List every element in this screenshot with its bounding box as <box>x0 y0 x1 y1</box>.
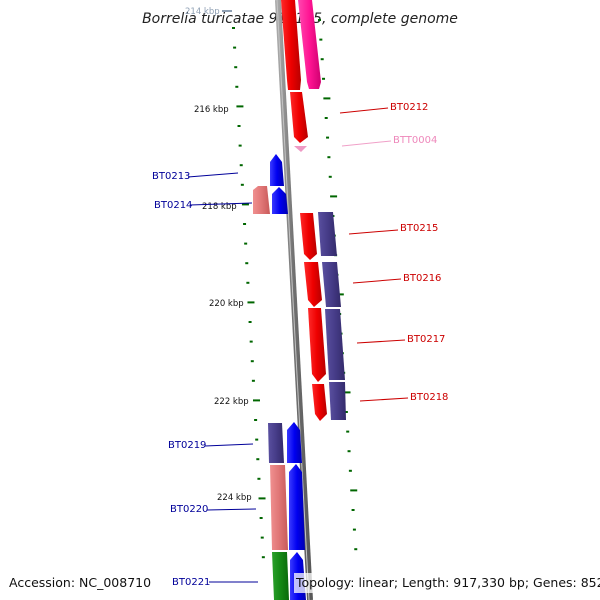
gene-label-bt0220[interactable]: BT0220 <box>170 504 208 515</box>
gene-labels: BT0212 BTT0004 BT0213 BT0214 BT0215 BT02… <box>152 102 448 588</box>
ruler-label-faded: 214 kbp <box>185 7 220 17</box>
gene-label-bt0213[interactable]: BT0213 <box>152 171 190 182</box>
cds-block[interactable] <box>281 0 301 90</box>
footer-backdrop <box>294 573 592 593</box>
ruler-label: 218 kbp <box>202 202 237 212</box>
gene-bt0218-block[interactable] <box>312 384 327 421</box>
gene-bt0213-block[interactable] <box>270 154 284 186</box>
gene-bt0215-cog-block[interactable] <box>318 212 337 256</box>
gene-bt0217-cog-block[interactable] <box>325 309 345 380</box>
gene-bt0220-block[interactable] <box>289 464 305 550</box>
gene-bt0220-cog-block[interactable] <box>270 465 288 550</box>
gene-label-bt0215[interactable]: BT0215 <box>400 223 438 234</box>
ruler-label: 224 kbp <box>217 493 252 503</box>
gene-bt0214-cog-block[interactable] <box>253 186 270 214</box>
gene-bt0221-cog-block[interactable] <box>272 552 289 600</box>
ruler-labels: 214 kbp 216 kbp 218 kbp 220 kbp 222 kbp … <box>185 7 252 503</box>
genome-backbone <box>275 0 313 600</box>
gene-bt0215-block[interactable] <box>300 213 317 260</box>
gene-label-bt0212[interactable]: BT0212 <box>390 102 428 113</box>
ruler-label: 216 kbp <box>194 105 229 115</box>
gene-bt0214-block[interactable] <box>272 187 288 214</box>
gene-label-bt0217[interactable]: BT0217 <box>407 334 445 345</box>
gene-label-bt0218[interactable]: BT0218 <box>410 392 448 403</box>
ruler-label: 220 kbp <box>209 299 244 309</box>
gene-label-bt0216[interactable]: BT0216 <box>403 273 441 284</box>
genome-backbone-highlight <box>276 0 310 600</box>
gene-bt0219-block[interactable] <box>287 422 302 463</box>
gene-bt0212-block[interactable] <box>290 92 308 143</box>
map-title: Borrelia turicatae 91E135, complete geno… <box>142 11 458 27</box>
ruler-label: 222 kbp <box>214 397 249 407</box>
gene-bt0219-cog-block[interactable] <box>268 423 284 463</box>
gene-bt0218-cog-block[interactable] <box>329 382 346 420</box>
gene-label-bt0219[interactable]: BT0219 <box>168 440 206 451</box>
gene-btt0004-block[interactable] <box>294 146 307 152</box>
gene-bt0217-block[interactable] <box>308 308 326 382</box>
gene-label-bt0221[interactable]: BT0221 <box>172 577 210 588</box>
gene-label-bt0214[interactable]: BT0214 <box>154 200 192 211</box>
topology-text: Topology: linear; Length: 917,330 bp; Ge… <box>295 575 600 590</box>
gene-bt0216-block[interactable] <box>304 262 322 307</box>
accession-text: Accession: NC_008710 <box>9 575 151 590</box>
cds-block[interactable] <box>298 0 321 89</box>
gene-bt0216-cog-block[interactable] <box>322 262 341 307</box>
gene-label-btt0004[interactable]: BTT0004 <box>393 135 437 146</box>
